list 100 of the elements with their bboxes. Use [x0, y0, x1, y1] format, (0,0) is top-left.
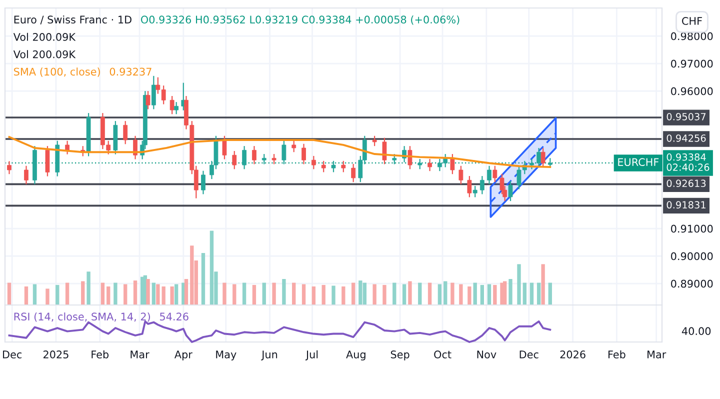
- bar: [382, 284, 386, 305]
- x-tick-label: Sep: [390, 350, 410, 360]
- text: 40.00: [682, 327, 711, 336]
- bar: [86, 272, 90, 305]
- bar: [222, 282, 226, 305]
- ref-line-label: 0.94256: [666, 134, 706, 142]
- bar: [473, 282, 477, 305]
- bar: [502, 281, 507, 305]
- bar: [351, 282, 356, 305]
- candlestick: [492, 165, 498, 183]
- y-axis-title: CHF: [682, 17, 702, 25]
- y-tick-label: 0.91000: [671, 224, 713, 233]
- candlestick: [151, 75, 156, 110]
- candlestick: [302, 143, 306, 165]
- bar: [292, 282, 296, 305]
- annotation: Vol 200.09K: [13, 32, 76, 41]
- y-tick-label: 0.97000: [671, 60, 713, 68]
- y-tick-label: 0.90000: [671, 252, 713, 260]
- bar: [438, 284, 442, 305]
- bar: [302, 284, 306, 305]
- candlestick: [536, 147, 542, 168]
- x-tick-label: Oct: [434, 350, 452, 358]
- bar: [201, 253, 206, 305]
- bar: [46, 288, 50, 305]
- x-tick-label: Dec: [520, 350, 538, 358]
- bar: [358, 280, 362, 305]
- x-tick-label: Apr: [174, 350, 192, 360]
- x-tick-label: Aug: [346, 350, 366, 360]
- candlestick: [232, 150, 237, 170]
- candlestick: [242, 145, 246, 170]
- bar: [242, 282, 246, 305]
- bar: [146, 279, 150, 305]
- bar: [184, 279, 188, 305]
- candlestick: [170, 95, 174, 115]
- bar: [24, 286, 28, 305]
- bar: [522, 282, 526, 305]
- bar: [517, 264, 521, 305]
- bar: [402, 284, 406, 305]
- candlestick: [201, 170, 206, 195]
- bar: [536, 282, 541, 305]
- ref-line-label: 0.95037: [666, 113, 706, 120]
- candlestick: [222, 135, 227, 160]
- candlestick: [292, 140, 296, 153]
- candlestick: [372, 135, 377, 147]
- bar: [342, 286, 346, 305]
- bar: [322, 284, 326, 305]
- candlestick: [7, 160, 12, 175]
- ref-line-label: 0.92613: [666, 180, 706, 188]
- bar: [548, 282, 552, 305]
- bar: [450, 282, 454, 305]
- candlestick: [480, 175, 484, 195]
- candlestick: [252, 145, 256, 165]
- bar: [444, 281, 448, 305]
- x-tick-label: Mar: [648, 350, 666, 358]
- x-tick-label: Nov: [477, 350, 496, 358]
- candlestick: [282, 140, 286, 165]
- candlestick: [262, 153, 266, 165]
- bar: [362, 282, 366, 305]
- x-tick-label: Dec: [3, 350, 22, 358]
- y-tick-label: 0.96000: [671, 87, 713, 96]
- candlestick: [418, 158, 422, 170]
- bar: [332, 286, 336, 305]
- series-label: RSI (14, close, SMA, 14, 2): [14, 312, 150, 322]
- ref-line-label: 0.93384 02:40:26: [666, 153, 710, 171]
- candlestick: [450, 153, 455, 175]
- bar: [530, 282, 534, 305]
- bar: [81, 281, 85, 305]
- candlestick: [133, 135, 138, 160]
- candlestick: [408, 145, 412, 170]
- bar: [65, 282, 70, 305]
- bar: [114, 282, 118, 305]
- ref-line-label: 0.91831: [666, 201, 706, 209]
- bar: [124, 284, 128, 305]
- bar: [418, 282, 422, 305]
- bar: [174, 284, 178, 305]
- candlestick: [123, 120, 128, 145]
- candlestick: [331, 160, 336, 173]
- bar: [232, 284, 236, 305]
- text: SMA (100, close): [14, 68, 100, 77]
- bar: [106, 286, 110, 305]
- candlestick: [146, 90, 150, 110]
- candlestick: [272, 153, 276, 165]
- annotation: EURCHF: [618, 158, 659, 166]
- annotation: Vol 200.09K: [13, 50, 76, 58]
- bar: [493, 284, 497, 305]
- candlestick: [392, 153, 397, 165]
- bar: [468, 286, 472, 305]
- candlestick: [467, 175, 472, 198]
- bar: [272, 282, 276, 305]
- candlestick: [428, 158, 432, 172]
- bar: [170, 286, 174, 305]
- bar: [190, 246, 194, 305]
- bar: [459, 284, 463, 305]
- bar: [392, 282, 396, 305]
- candlestick: [321, 160, 326, 173]
- bar: [372, 284, 376, 305]
- x-tick-label: Feb: [92, 350, 109, 358]
- x-tick-label: Jun: [261, 350, 278, 360]
- candlestick: [472, 185, 478, 198]
- candlestick: [174, 101, 179, 115]
